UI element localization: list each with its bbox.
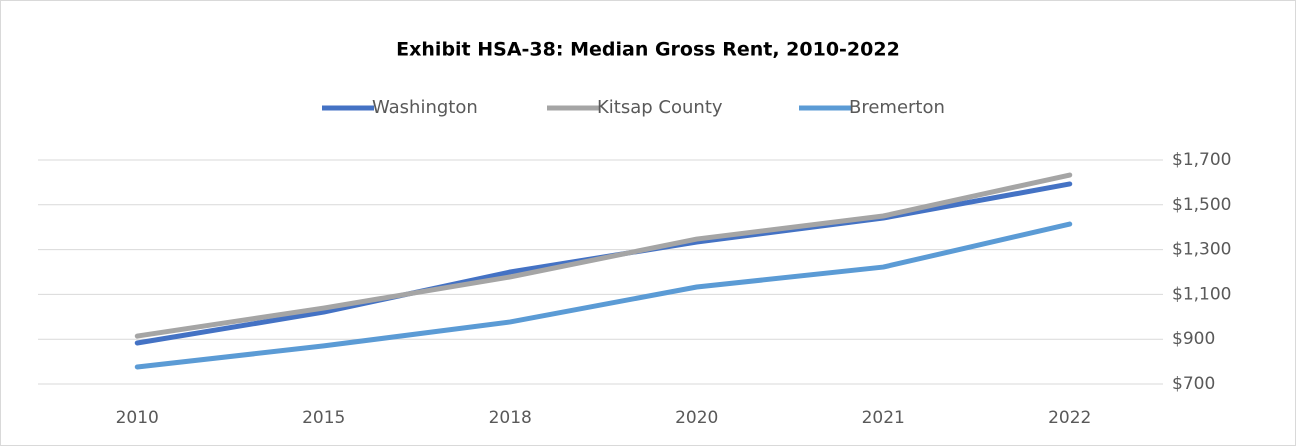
x-tick-label: 2018	[489, 408, 532, 428]
chart-title: Exhibit HSA-38: Median Gross Rent, 2010-…	[396, 39, 900, 61]
series-line	[134, 221, 1073, 370]
y-tick-label: $900	[1172, 329, 1215, 349]
y-tick-label: $1,500	[1172, 195, 1231, 215]
legend-label: Kitsap County	[597, 97, 723, 118]
x-tick-label: 2020	[675, 408, 718, 428]
x-tick-label: 2021	[862, 408, 905, 428]
x-tick-label: 2015	[302, 408, 345, 428]
x-tick-label: 2010	[116, 408, 159, 428]
x-tick-label: 2022	[1048, 408, 1091, 428]
y-tick-label: $1,700	[1172, 150, 1231, 170]
legend-label: Bremerton	[849, 97, 945, 118]
y-tick-label: $1,300	[1172, 240, 1231, 260]
series-line	[134, 172, 1073, 339]
y-tick-label: $1,100	[1172, 284, 1231, 304]
y-tick-label: $700	[1172, 374, 1215, 394]
legend-label: Washington	[372, 97, 478, 118]
